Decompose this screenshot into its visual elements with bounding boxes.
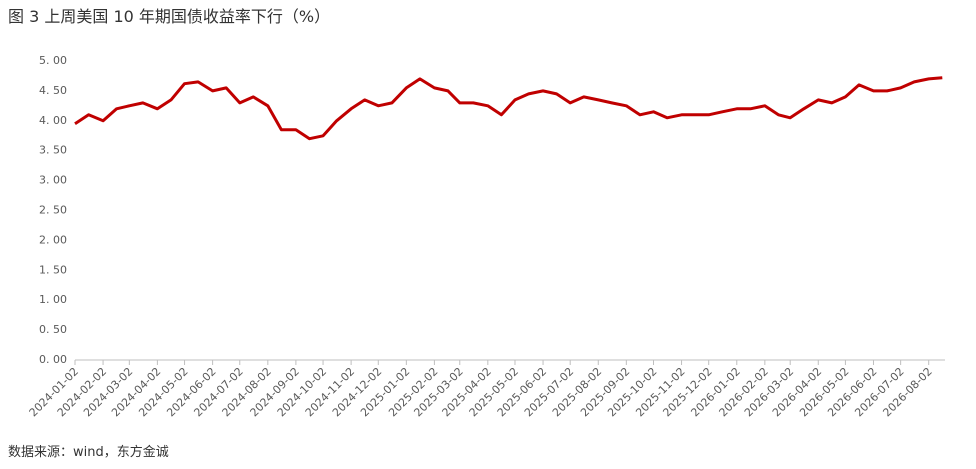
source-note: 数据来源：wind，东方金诚 xyxy=(8,444,169,460)
y-tick-label: 3. 50 xyxy=(39,144,67,157)
y-tick-label: 1. 50 xyxy=(39,263,67,276)
y-tick-label: 3. 00 xyxy=(39,174,67,187)
y-tick-label: 2. 00 xyxy=(39,233,67,246)
y-tick-label: 0. 00 xyxy=(39,353,67,366)
y-tick-label: 5. 00 xyxy=(39,54,67,67)
y-tick-label: 4. 00 xyxy=(39,114,67,127)
y-tick-label: 0. 50 xyxy=(39,323,67,336)
chart-title: 图 3 上周美国 10 年期国债收益率下行（%） xyxy=(8,7,330,26)
y-tick-label: 2. 50 xyxy=(39,204,67,217)
y-tick-label: 1. 00 xyxy=(39,293,67,306)
series-line xyxy=(74,76,943,141)
y-tick-label: 4. 50 xyxy=(39,84,67,97)
